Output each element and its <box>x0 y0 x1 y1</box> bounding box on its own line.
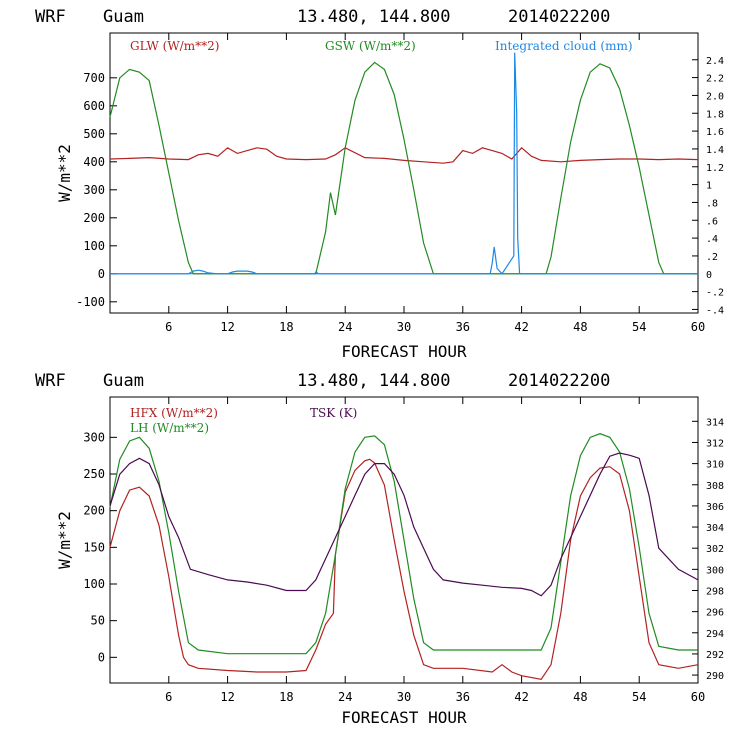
panel1-series-line-3 <box>110 52 698 275</box>
panel2-legend-entry-3: TSK (K) <box>310 406 357 420</box>
panel1-y2-tick-label: .4 <box>706 234 718 245</box>
panel1-y2-tick-label: 1.4 <box>706 145 724 156</box>
panel2-x-tick-label: 42 <box>514 690 528 704</box>
panel2-y-tick-label: 100 <box>83 577 105 591</box>
panel2-y-axis-title: W/m**2 <box>55 511 74 569</box>
panel1-y-tick-label: 0 <box>98 267 105 281</box>
panel2-legend-entry-2: LH (W/m**2) <box>130 421 209 435</box>
panel2-x-tick-label: 12 <box>220 690 234 704</box>
panel1-x-tick-label: 30 <box>397 320 411 334</box>
panel2-y-tick-label: 300 <box>83 430 105 444</box>
panel1-x-tick-label: 60 <box>691 320 705 334</box>
panel2-series-line-3 <box>109 452 699 597</box>
panel1-y2-tick-label: .8 <box>706 198 718 209</box>
panel2-series-line-2 <box>109 433 698 655</box>
panel2-y-tick-label: 200 <box>83 504 105 518</box>
panel1-y-tick-label: -100 <box>76 295 105 309</box>
panel2-x-tick-label: 54 <box>632 690 646 704</box>
panel2-y2-tick-label: 308 <box>706 481 724 492</box>
panel2-y2-tick-label: 290 <box>706 671 724 682</box>
panel1-plot-frame <box>109 32 699 314</box>
panel1-x-tick-label: 12 <box>220 320 234 334</box>
panel1-y-axis-title: W/m**2 <box>55 144 74 202</box>
panel1-y2-tick-label: 2.4 <box>706 56 724 67</box>
panel1-legend-entry-2: GSW (W/m**2) <box>325 39 416 53</box>
panel2-header-init: 2014022200 <box>508 371 610 391</box>
panel1-x-tick-label: 24 <box>338 320 352 334</box>
panel1-y2-tick-label: 1.8 <box>706 109 724 120</box>
panel1-y-tick-label: 400 <box>83 155 105 169</box>
panel1-y2-tick-label: 2.2 <box>706 74 724 85</box>
panel2-y2-tick-label: 300 <box>706 565 724 576</box>
panel2-y-tick-label: 50 <box>91 614 105 628</box>
panel2-y2-tick-label: 314 <box>706 417 724 428</box>
panel1-y2-tick-label: -.4 <box>706 305 724 316</box>
panel1-y2-tick-label: .6 <box>706 216 718 227</box>
panel1-y2-tick-label: 0 <box>706 270 712 281</box>
panel1-y2-tick-label: -.2 <box>706 288 724 299</box>
panel1-header-location: Guam <box>103 7 144 27</box>
panel2-x-tick-label: 18 <box>279 690 293 704</box>
panel1-y-tick-label: 300 <box>83 183 105 197</box>
panel2-y-tick-label: 150 <box>83 540 105 554</box>
panel1-x-tick-label: 48 <box>573 320 587 334</box>
panel2-y2-tick-label: 294 <box>706 629 724 640</box>
panel1-y-tick-label: 100 <box>83 239 105 253</box>
panel1-y2-tick-label: .2 <box>706 252 718 263</box>
panel1-header-model: WRF <box>35 7 66 27</box>
panel1-x-tick-label: 18 <box>279 320 293 334</box>
panel1-y-tick-label: 600 <box>83 99 105 113</box>
panel2-x-tick-label: 60 <box>691 690 705 704</box>
panel1-y-tick-label: 500 <box>83 127 105 141</box>
panel1-legend-entry-1: GLW (W/m**2) <box>130 39 219 53</box>
panel1-x-tick-label: 42 <box>514 320 528 334</box>
panel1-series-line-1 <box>109 146 699 164</box>
panel2-x-tick-label: 48 <box>573 690 587 704</box>
panel2-y-tick-label: 250 <box>83 467 105 481</box>
panel2-y2-tick-label: 306 <box>706 502 724 513</box>
panel1-x-tick-label: 6 <box>165 320 172 334</box>
panel1-x-tick-label: 36 <box>456 320 470 334</box>
panel1-legend-entry-3: Integrated cloud (mm) <box>495 39 633 53</box>
panel2-y2-tick-label: 302 <box>706 544 724 555</box>
panel2-y2-tick-label: 298 <box>706 586 724 597</box>
panel1-x-axis-title: FORECAST HOUR <box>341 342 467 361</box>
panel2-x-tick-label: 30 <box>397 690 411 704</box>
panel2-x-tick-label: 24 <box>338 690 352 704</box>
panel2-y2-tick-label: 312 <box>706 438 724 449</box>
panel2-y2-tick-label: 292 <box>706 650 724 661</box>
panel2-series-line-1 <box>109 458 699 680</box>
panel1-y2-tick-label: 1.2 <box>706 163 724 174</box>
panel2-x-tick-label: 36 <box>456 690 470 704</box>
panel2-y2-tick-label: 304 <box>706 523 724 534</box>
panel1-series-line-2 <box>109 61 698 275</box>
panel2-x-tick-label: 6 <box>165 690 172 704</box>
panel1-header-coords: 13.480, 144.800 <box>297 7 451 27</box>
panel1-header-init: 2014022200 <box>508 7 610 27</box>
panel1-y2-tick-label: 1 <box>706 181 712 192</box>
panel2-header-location: Guam <box>103 371 144 391</box>
panel2-y2-tick-label: 296 <box>706 608 724 619</box>
panel1-y-tick-label: 700 <box>83 71 105 85</box>
panel2-y2-tick-label: 310 <box>706 460 724 471</box>
panel1-y-tick-label: 200 <box>83 211 105 225</box>
panel2-legend-entry-1: HFX (W/m**2) <box>130 406 218 420</box>
panel1-x-tick-label: 54 <box>632 320 646 334</box>
panel1-y2-tick-label: 1.6 <box>706 127 724 138</box>
panel2-x-axis-title: FORECAST HOUR <box>341 708 467 727</box>
panel2-y-tick-label: 0 <box>98 650 105 664</box>
panel2-header-model: WRF <box>35 371 66 391</box>
panel2-header-coords: 13.480, 144.800 <box>297 371 451 391</box>
panel1-y2-tick-label: 2.0 <box>706 91 724 102</box>
